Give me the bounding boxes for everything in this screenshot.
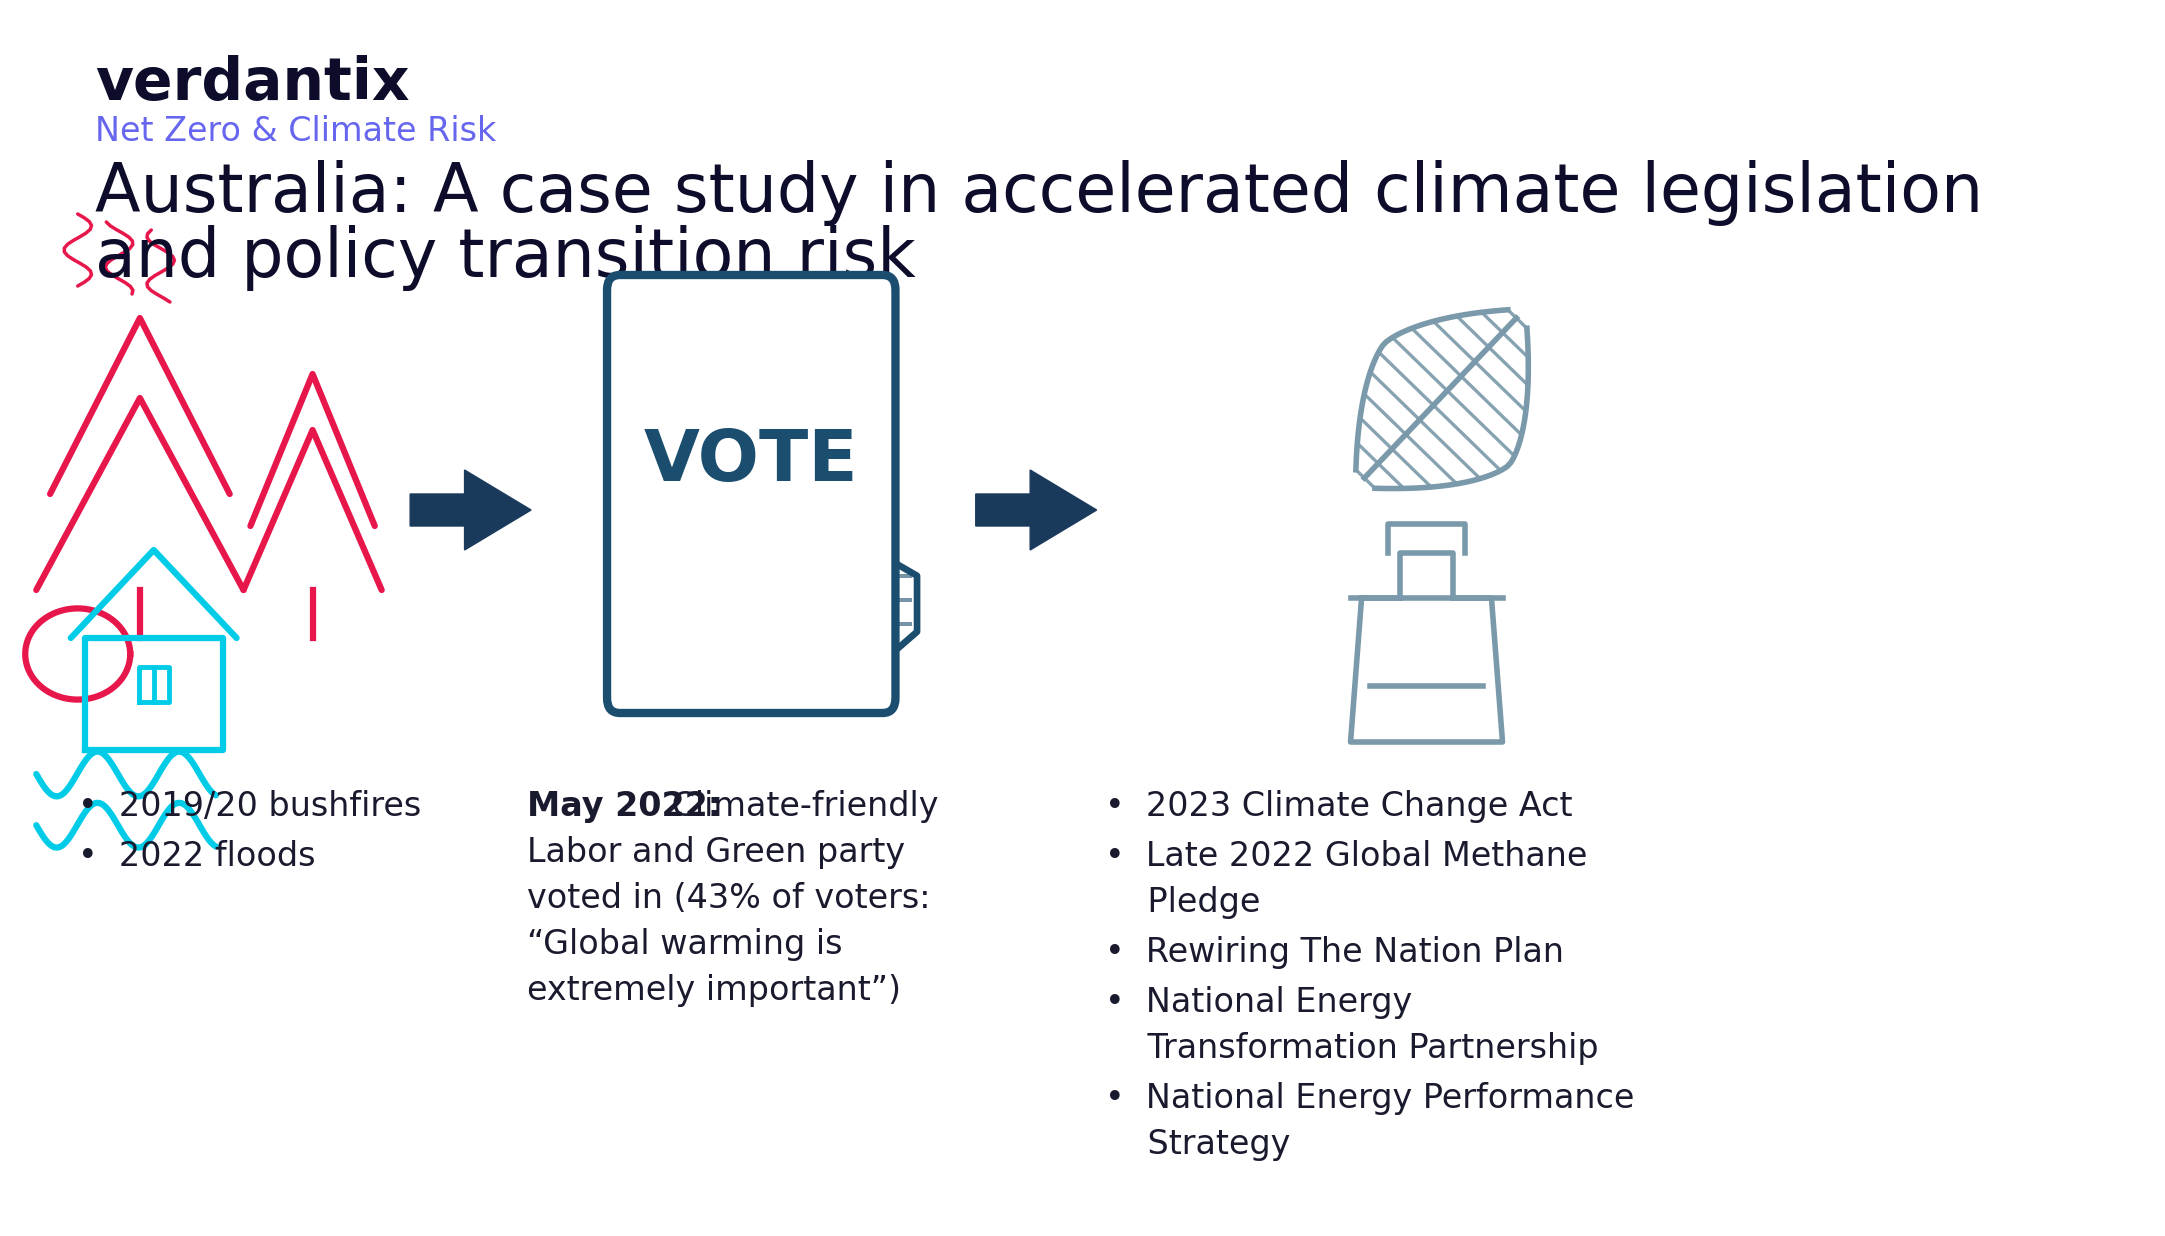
- Text: extremely important”): extremely important”): [526, 974, 901, 1007]
- Text: •  2023 Climate Change Act: • 2023 Climate Change Act: [1106, 790, 1572, 823]
- Text: and policy transition risk: and policy transition risk: [95, 225, 916, 290]
- Text: verdantix: verdantix: [95, 54, 409, 112]
- Text: Climate-friendly: Climate-friendly: [660, 790, 937, 823]
- Text: “Global warming is: “Global warming is: [526, 928, 842, 962]
- FancyBboxPatch shape: [606, 274, 896, 713]
- Text: Transformation Partnership: Transformation Partnership: [1106, 1032, 1600, 1065]
- Text: Strategy: Strategy: [1106, 1128, 1290, 1161]
- Polygon shape: [976, 470, 1098, 550]
- Text: Australia: A case study in accelerated climate legislation: Australia: A case study in accelerated c…: [95, 159, 1983, 226]
- Text: VOTE: VOTE: [643, 426, 860, 496]
- Text: •  Late 2022 Global Methane: • Late 2022 Global Methane: [1106, 840, 1587, 873]
- Text: •  Rewiring The Nation Plan: • Rewiring The Nation Plan: [1106, 936, 1565, 969]
- Text: Pledge: Pledge: [1106, 886, 1260, 920]
- Text: •  2022 floods: • 2022 floods: [78, 840, 316, 873]
- Polygon shape: [409, 470, 530, 550]
- Text: voted in (43% of voters:: voted in (43% of voters:: [526, 883, 931, 915]
- Text: Labor and Green party: Labor and Green party: [526, 836, 905, 869]
- Text: •  2019/20 bushfires: • 2019/20 bushfires: [78, 790, 420, 823]
- Text: •  National Energy Performance: • National Energy Performance: [1106, 1082, 1635, 1115]
- Text: Net Zero & Climate Risk: Net Zero & Climate Risk: [95, 115, 496, 148]
- Text: May 2022:: May 2022:: [526, 790, 721, 823]
- Text: •  National Energy: • National Energy: [1106, 986, 1412, 1018]
